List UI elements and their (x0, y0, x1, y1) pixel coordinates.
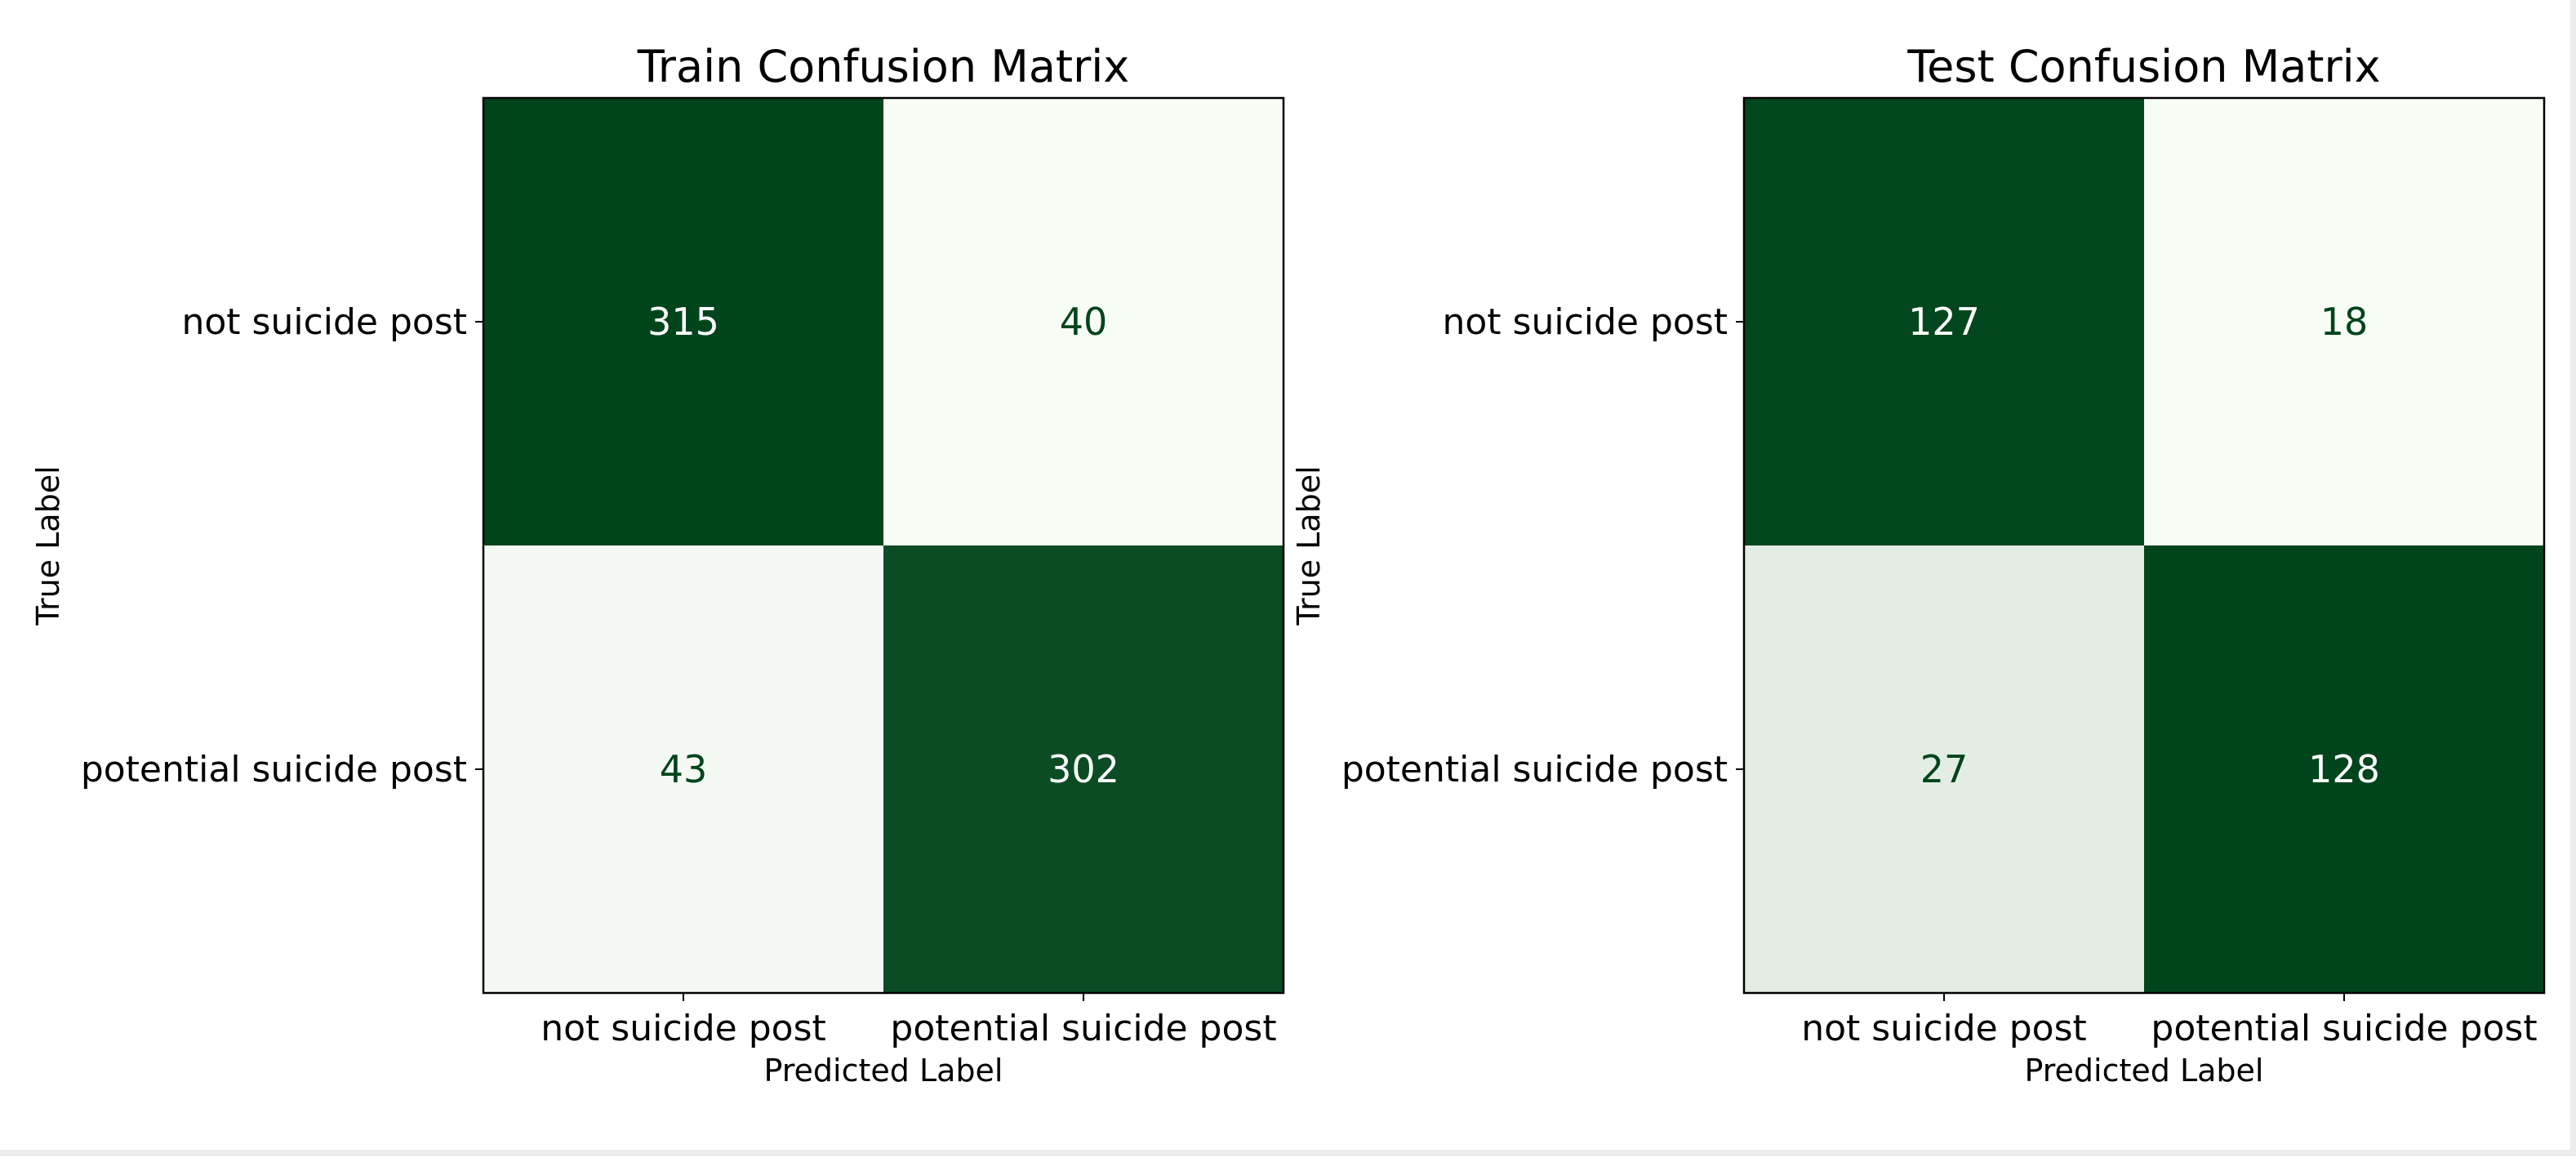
matrix-cell (883, 98, 1284, 545)
matrix-cell (1744, 545, 2144, 993)
axes-frame (482, 96, 1285, 995)
matrix-cell (483, 545, 883, 993)
cell-value-label: 127 (1908, 300, 1980, 344)
x-tick-label: not suicide post (541, 1008, 826, 1049)
x-tick-label: not suicide post (1801, 1008, 2087, 1049)
matrix-cell (483, 98, 883, 545)
x-axis-label: Predicted Label (764, 1053, 1003, 1089)
axes-frame (1742, 96, 2546, 995)
x-axis-label: Predicted Label (2025, 1053, 2264, 1089)
y-tick-label: potential suicide post (81, 749, 467, 790)
cell-value-label: 315 (647, 300, 719, 344)
cell-value-label: 43 (660, 747, 708, 791)
y-tick-label: not suicide post (1442, 301, 1728, 343)
cell-value-label: 40 (1060, 300, 1108, 344)
matrix-cell (1744, 98, 2144, 545)
y-axis-label: True Label (1291, 465, 1327, 626)
confusion-matrix-train: 315 40 43 302 Train Confusion Matrix not suic… (30, 41, 1285, 1089)
matrix-cell (2144, 98, 2544, 545)
cell-value-label: 128 (2308, 747, 2380, 791)
y-tick-label: potential suicide post (1341, 749, 1728, 790)
y-axis-label: True Label (30, 465, 66, 626)
cell-value-label: 302 (1048, 747, 1119, 791)
cell-value-label: 18 (2320, 300, 2369, 344)
y-tick-label: not suicide post (181, 301, 467, 343)
x-tick-label: potential suicide post (2151, 1008, 2537, 1049)
matrix-cell (883, 545, 1284, 993)
confusion-matrix-test: 127 18 27 128 Test Confusion Matrix not suici… (1291, 41, 2546, 1089)
charts-container: 315 40 43 302 Train Confusion Matrix not suic… (30, 41, 2546, 1089)
matrix-cell (2144, 545, 2544, 993)
chart-title: Test Confusion Matrix (1906, 41, 2380, 92)
cell-value-label: 27 (1920, 747, 1969, 791)
chart-title: Train Confusion Matrix (637, 41, 1130, 92)
x-tick-label: potential suicide post (890, 1008, 1276, 1049)
